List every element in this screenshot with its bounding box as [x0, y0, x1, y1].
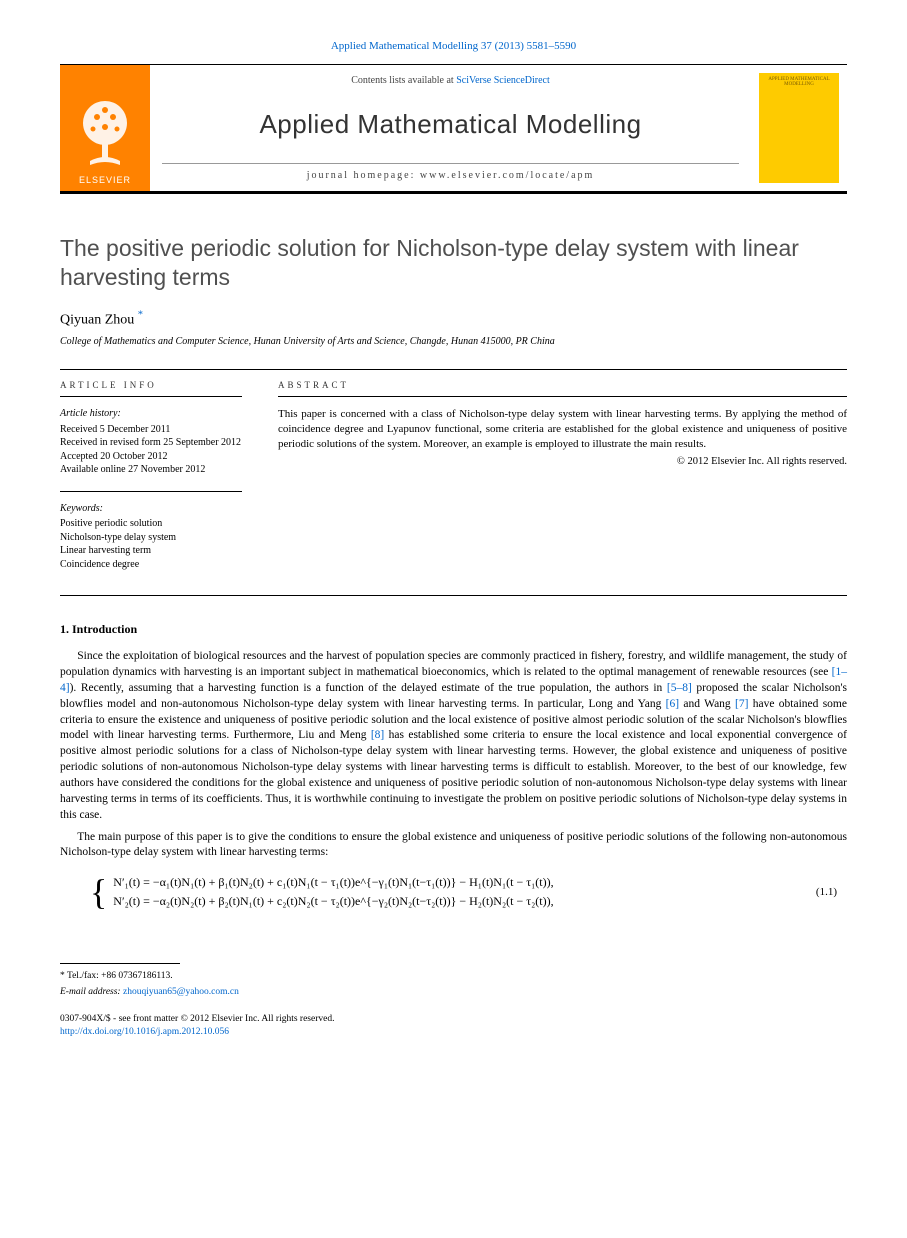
affiliation: College of Mathematics and Computer Scie…	[60, 336, 847, 347]
email-label: E-mail address:	[60, 987, 123, 997]
ref-link-8[interactable]: [8]	[371, 729, 384, 741]
sciencedirect-link[interactable]: SciVerse ScienceDirect	[456, 75, 550, 86]
section-1-heading: 1. Introduction	[60, 622, 847, 637]
equation-brace-icon: {	[90, 871, 107, 913]
equation-number: (1.1)	[816, 886, 847, 898]
abstract-text: This paper is concerned with a class of …	[278, 407, 847, 452]
author-line: Qiyuan Zhou *	[60, 310, 847, 329]
author-name: Qiyuan Zhou	[60, 312, 134, 327]
corresponding-author-marker[interactable]: *	[138, 312, 143, 327]
masthead-center: Contents lists available at SciVerse Sci…	[150, 65, 751, 191]
masthead: ELSEVIER Contents lists available at Sci…	[60, 64, 847, 194]
history-item: Received 5 December 2011	[60, 423, 242, 437]
equation-line-2: N′₂(t) = −α₂(t)N₂(t) + β₂(t)N₁(t) + c₂(t…	[113, 892, 553, 911]
journal-homepage[interactable]: journal homepage: www.elsevier.com/locat…	[162, 163, 739, 181]
keyword: Coincidence degree	[60, 558, 242, 572]
elsevier-logo[interactable]: ELSEVIER	[60, 65, 150, 191]
front-matter-line: 0307-904X/$ - see front matter © 2012 El…	[60, 1013, 847, 1026]
elsevier-tree-icon	[75, 95, 135, 175]
ref-link-5-8[interactable]: [5–8]	[667, 682, 692, 694]
keyword: Nicholson-type delay system	[60, 531, 242, 545]
intro-paragraph-2: The main purpose of this paper is to giv…	[60, 830, 847, 862]
article-info-label: ARTICLE INFO	[60, 380, 242, 397]
history-item: Accepted 20 October 2012	[60, 450, 242, 464]
history-item: Received in revised form 25 September 20…	[60, 436, 242, 450]
article-title: The positive periodic solution for Nicho…	[60, 234, 847, 292]
equation-1-1: { N′₁(t) = −α₁(t)N₁(t) + β₁(t)N₂(t) + c₁…	[90, 871, 847, 913]
history-item: Available online 27 November 2012	[60, 463, 242, 477]
elsevier-wordmark: ELSEVIER	[79, 175, 131, 185]
bibliographic-footer: 0307-904X/$ - see front matter © 2012 El…	[60, 1013, 847, 1040]
intro-paragraph-1: Since the exploitation of biological res…	[60, 649, 847, 823]
article-history-block: Article history: Received 5 December 201…	[60, 407, 242, 477]
keyword: Positive periodic solution	[60, 517, 242, 531]
keywords-block: Keywords: Positive periodic solution Nic…	[60, 502, 242, 572]
abstract-copyright: © 2012 Elsevier Inc. All rights reserved…	[278, 456, 847, 467]
ref-link-7[interactable]: [7]	[735, 698, 748, 710]
info-divider	[60, 491, 242, 492]
cover-title: APPLIED MATHEMATICAL MODELLING	[763, 77, 835, 87]
keyword: Linear harvesting term	[60, 544, 242, 558]
contents-available-line: Contents lists available at SciVerse Sci…	[162, 75, 739, 86]
doi-link[interactable]: http://dx.doi.org/10.1016/j.apm.2012.10.…	[60, 1027, 229, 1037]
history-heading: Article history:	[60, 407, 242, 421]
abstract-column: ABSTRACT This paper is concerned with a …	[260, 370, 847, 595]
article-info-column: ARTICLE INFO Article history: Received 5…	[60, 370, 260, 595]
journal-cover-thumbnail[interactable]: APPLIED MATHEMATICAL MODELLING	[759, 73, 839, 183]
ref-link-6[interactable]: [6]	[666, 698, 679, 710]
equation-line-1: N′₁(t) = −α₁(t)N₁(t) + β₁(t)N₂(t) + c₁(t…	[113, 873, 553, 892]
contents-prefix: Contents lists available at	[351, 75, 456, 86]
journal-reference: Applied Mathematical Modelling 37 (2013)…	[60, 40, 847, 52]
equation-lines: N′₁(t) = −α₁(t)N₁(t) + β₁(t)N₂(t) + c₁(t…	[113, 873, 553, 911]
info-abstract-block: ARTICLE INFO Article history: Received 5…	[60, 369, 847, 596]
email-link[interactable]: zhouqiyuan65@yahoo.com.cn	[123, 987, 239, 997]
keywords-heading: Keywords:	[60, 502, 242, 516]
abstract-label: ABSTRACT	[278, 380, 847, 397]
footnote-separator	[60, 963, 180, 964]
journal-title: Applied Mathematical Modelling	[162, 109, 739, 140]
footnote-email: E-mail address: zhouqiyuan65@yahoo.com.c…	[60, 986, 847, 999]
footnote-tel: * Tel./fax: +86 07367186113.	[60, 970, 847, 983]
